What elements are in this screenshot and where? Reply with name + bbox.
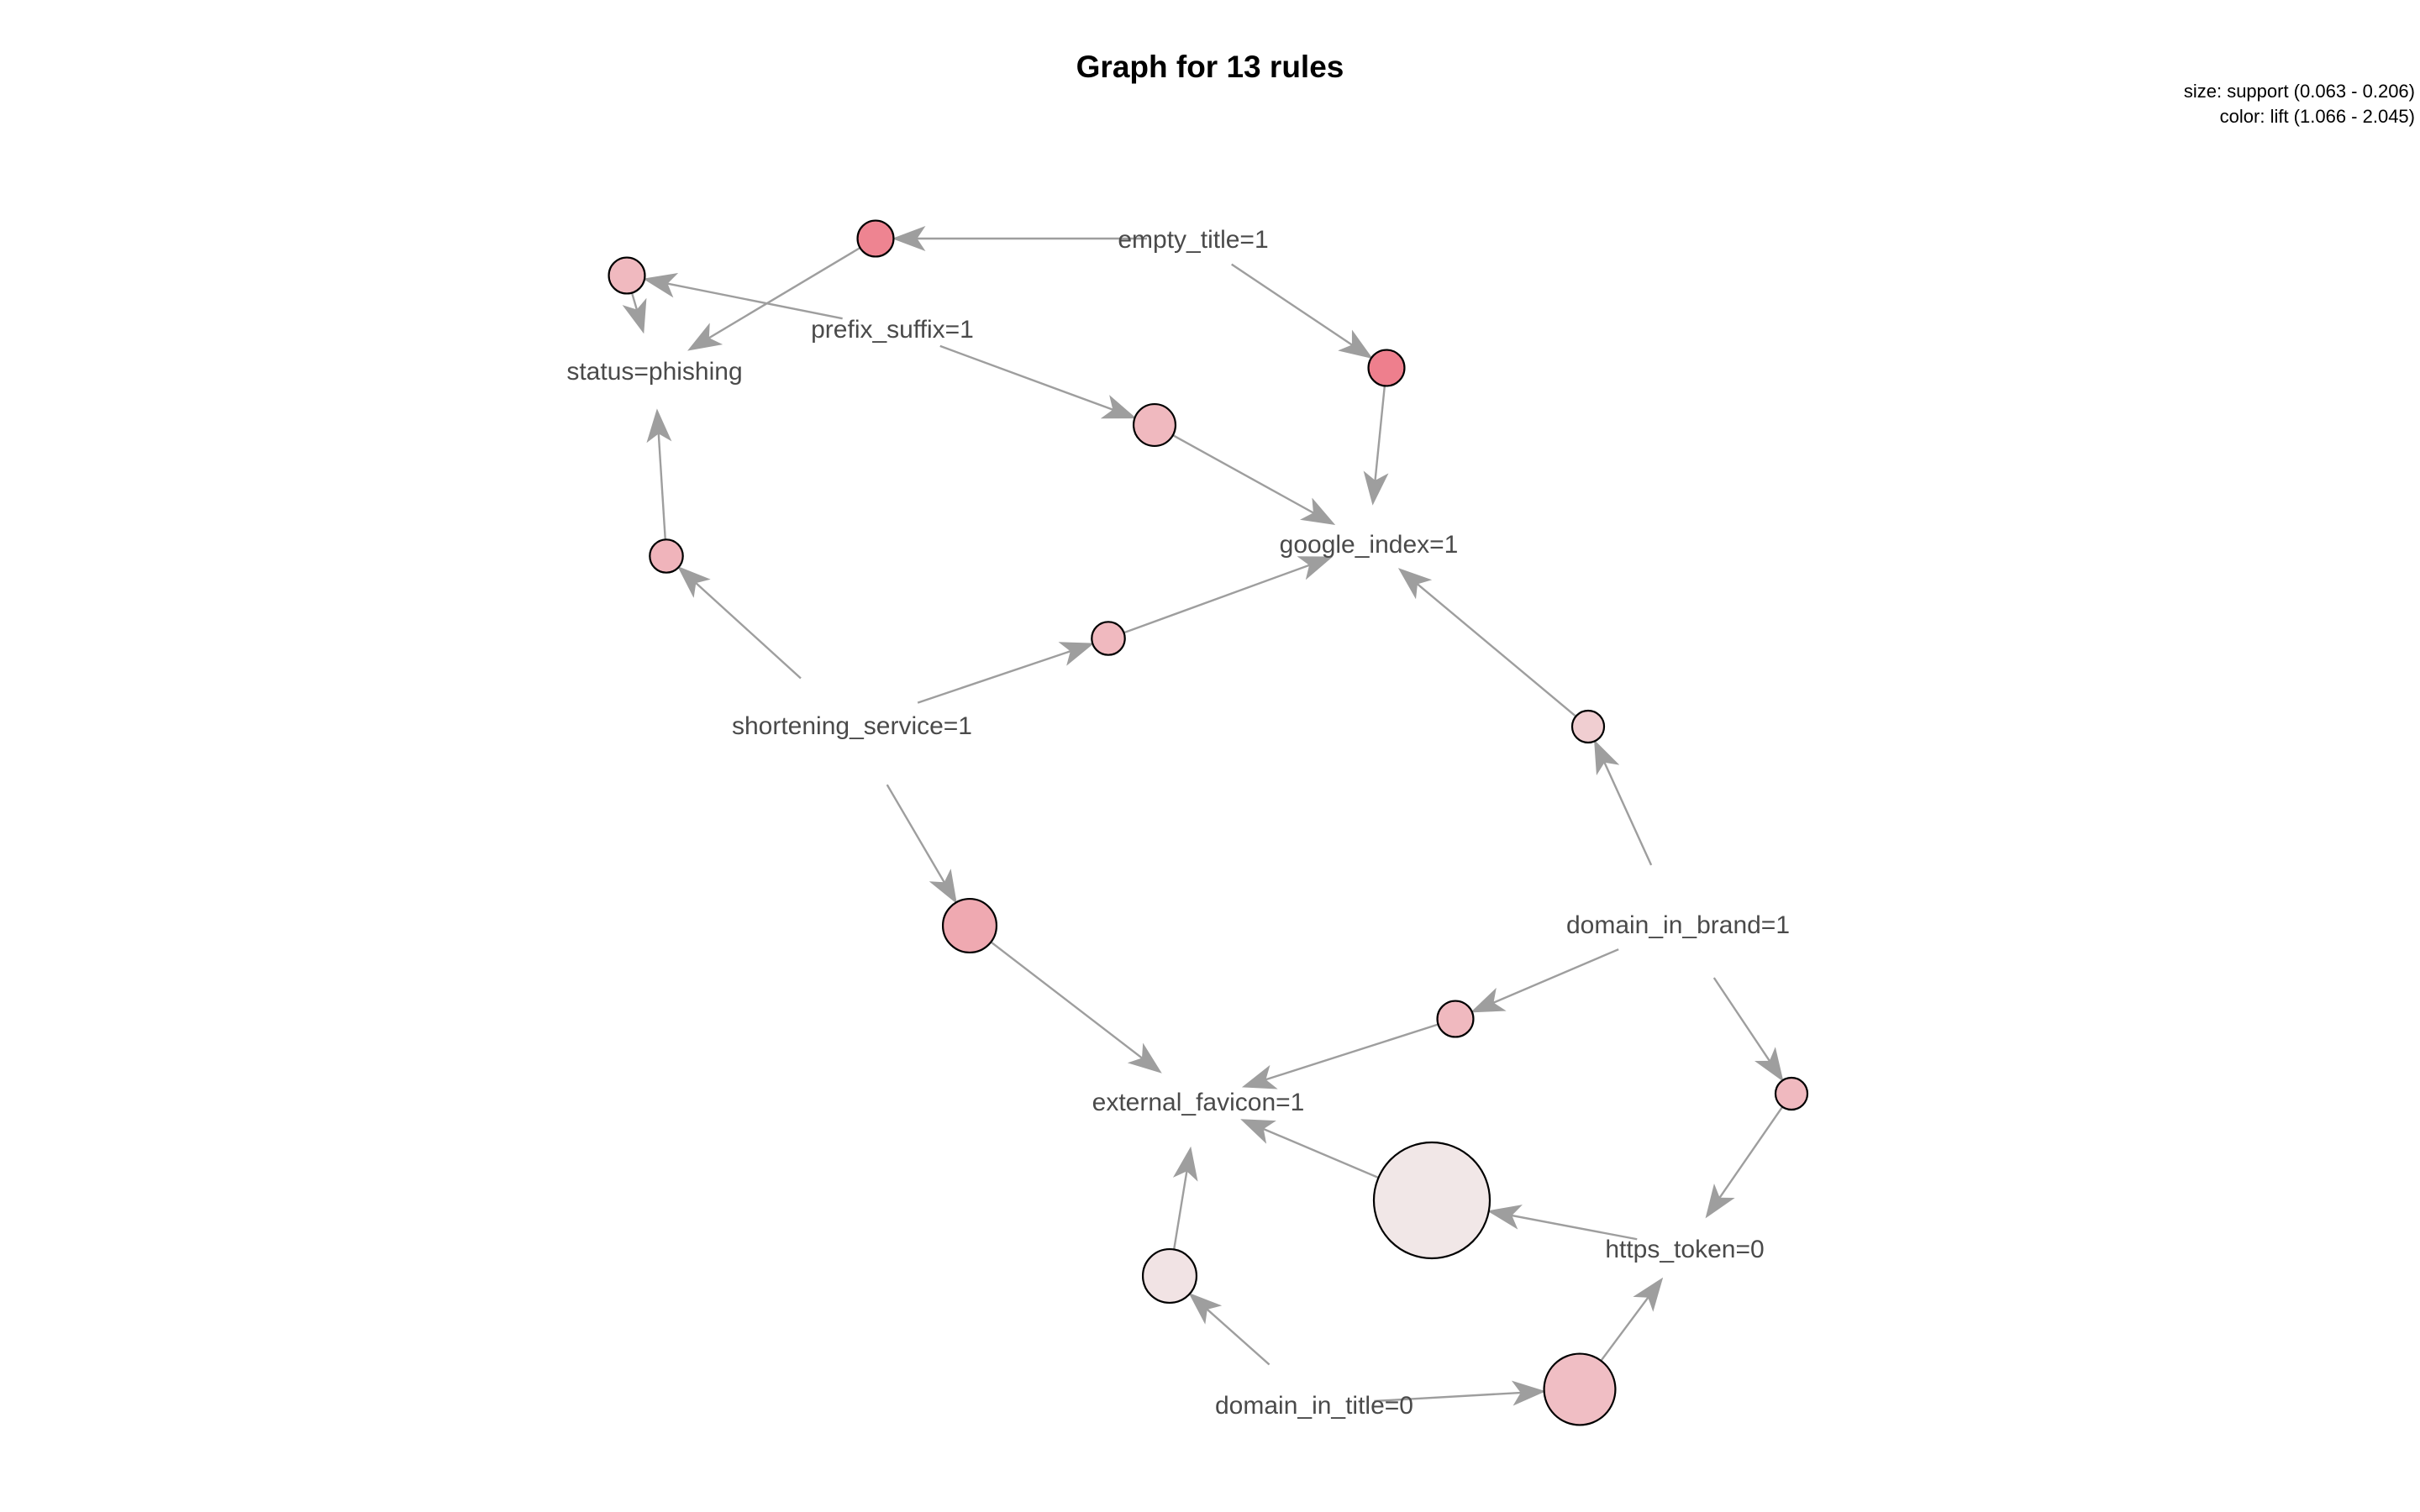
edge-r9-to-external_favicon (1241, 1023, 1439, 1089)
edge-prefix_suffix-to-r4 (939, 344, 1137, 419)
edge-r10-to-https_token (1705, 1105, 1784, 1219)
edge-domain_in_brand-to-r7 (1594, 739, 1653, 866)
edge-empty_title-to-r3 (1231, 263, 1373, 360)
edge-r6-to-google_index (1123, 556, 1334, 634)
edge-r4-to-google_index (1172, 434, 1336, 525)
rule-node-r11 (1372, 1141, 1491, 1260)
edge-r3-to-google_index (1363, 386, 1389, 506)
item-label-prefix-suffix: prefix_suffix=1 (811, 316, 974, 344)
edge-r2-to-status (622, 292, 647, 334)
item-label-google-index: google_index=1 (1280, 531, 1459, 559)
rule-node-r2 (608, 256, 646, 295)
rule-node-r4 (1132, 402, 1177, 448)
edge-https_token-to-r11 (1486, 1205, 1638, 1241)
edge-domain_in_title-to-r13 (1374, 1380, 1546, 1406)
rule-node-r5 (649, 538, 684, 574)
legend-color: color: lift (1.066 - 2.045) (2220, 106, 2415, 127)
rule-node-r12 (1141, 1247, 1198, 1305)
edge-r11-to-external_favicon (1240, 1119, 1379, 1179)
rule-node-r9 (1436, 1000, 1475, 1038)
legend-size: size: support (0.063 - 0.206) (2184, 81, 2415, 102)
edge-r13-to-https_token (1600, 1277, 1664, 1362)
item-label-layer: empty_title=1 prefix_suffix=1 status=phi… (566, 226, 1790, 1420)
edge-domain_in_brand-to-r10 (1712, 977, 1784, 1082)
item-label-empty-title: empty_title=1 (1118, 226, 1268, 254)
edge-layer (622, 226, 1784, 1406)
item-label-external-favicon: external_favicon=1 (1092, 1089, 1305, 1116)
edge-domain_in_brand-to-r9 (1470, 948, 1619, 1013)
edge-r12-to-external_favicon (1172, 1146, 1198, 1250)
item-label-https-token: https_token=0 (1605, 1236, 1764, 1263)
rule-node-layer (608, 219, 1809, 1426)
rule-node-r3 (1367, 349, 1406, 387)
rule-node-r13 (1543, 1352, 1617, 1426)
edge-shortening_service-to-r5 (677, 565, 802, 680)
graph-title: Graph for 13 rules (1076, 50, 1344, 84)
rule-node-r1 (856, 219, 895, 258)
item-label-status: status=phishing (566, 358, 742, 386)
rule-node-r8 (941, 897, 998, 954)
edge-prefix_suffix-to-r2 (643, 272, 843, 320)
edge-r1-to-status (687, 246, 861, 351)
edge-domain_in_title-to-r12 (1188, 1292, 1270, 1366)
rule-node-r6 (1091, 621, 1126, 656)
edge-r8-to-external_favicon (990, 941, 1162, 1074)
rule-node-r10 (1774, 1076, 1809, 1111)
edge-shortening_service-to-r6 (917, 642, 1095, 704)
edge-r5-to-status (646, 408, 672, 540)
edge-r7-to-google_index (1397, 568, 1577, 717)
item-label-domain-in-brand: domain_in_brand=1 (1566, 911, 1790, 939)
item-label-shortening-service: shortening_service=1 (732, 712, 972, 740)
edge-shortening_service-to-r8 (886, 784, 957, 905)
item-label-domain-in-title: domain_in_title=0 (1215, 1392, 1413, 1420)
rule-node-r7 (1570, 709, 1606, 744)
